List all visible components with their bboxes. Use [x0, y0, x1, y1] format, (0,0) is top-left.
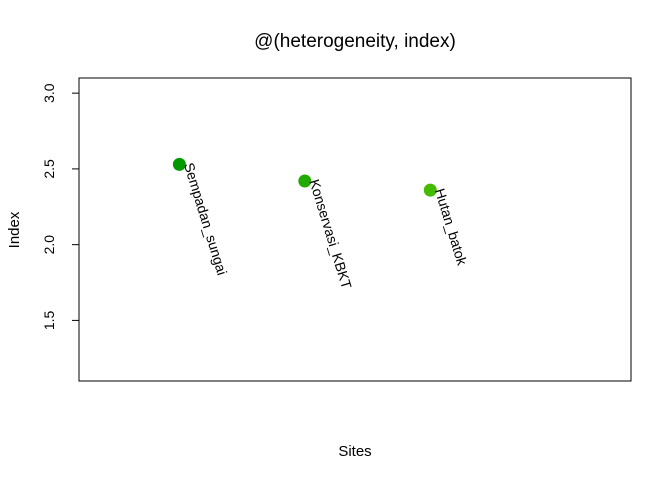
data-point [298, 174, 312, 188]
data-point [423, 183, 437, 197]
y-tick-label: 2.0 [41, 235, 57, 255]
data-points: Sempadan_sungai Konservasi_KBKT Hutan_bato… [172, 157, 471, 291]
y-tick-label: 1.5 [41, 310, 57, 330]
data-point-label: Sempadan_sungai [181, 161, 230, 277]
data-point [172, 157, 186, 171]
y-axis-label: Index [6, 211, 23, 248]
x-axis-label: Sites [338, 443, 371, 460]
data-point-label: Hutan_batok [432, 186, 471, 268]
y-tick-label: 2.5 [41, 159, 57, 179]
chart-title: @(heterogeneity, index) [254, 31, 456, 52]
y-axis: 1.5 2.0 2.5 3.0 [41, 83, 80, 330]
y-tick-label: 3.0 [41, 83, 57, 103]
plot-frame [78, 77, 632, 382]
data-point-label: Konservasi_KBKT [306, 177, 355, 291]
